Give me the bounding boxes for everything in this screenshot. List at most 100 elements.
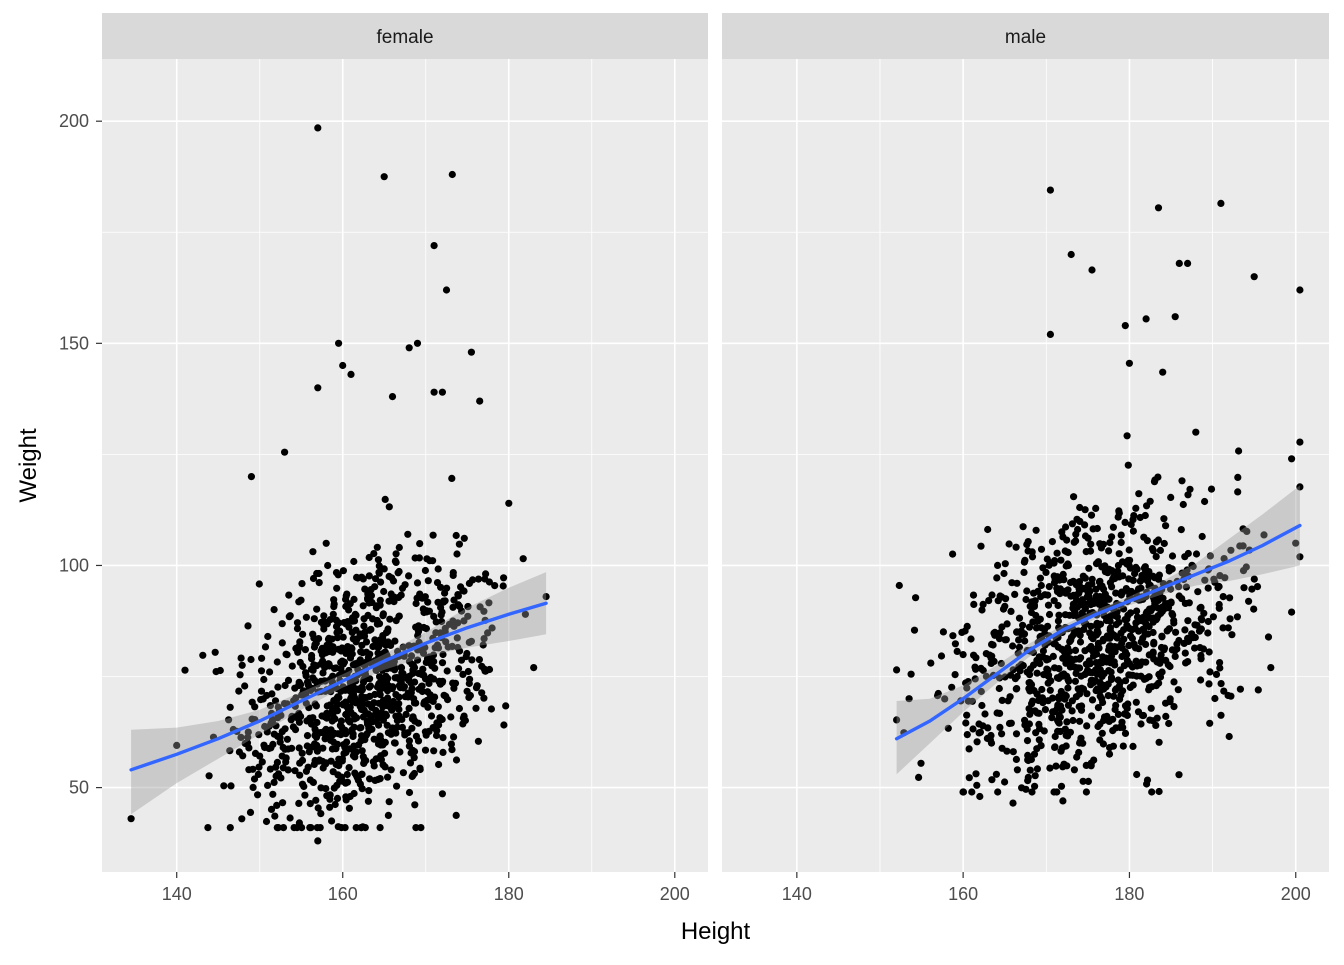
data-point: [1132, 698, 1140, 706]
data-point: [395, 612, 403, 621]
data-point: [370, 699, 378, 707]
data-point: [244, 733, 252, 741]
data-point: [270, 606, 278, 614]
data-point: [1109, 742, 1117, 750]
data-point: [1106, 624, 1114, 632]
data-point: [295, 678, 303, 686]
data-point: [360, 615, 368, 623]
data-point: [293, 619, 302, 627]
data-point: [322, 539, 330, 547]
data-point: [1071, 677, 1079, 685]
data-point: [1077, 601, 1085, 609]
data-point: [317, 810, 325, 818]
data-point: [1069, 716, 1077, 725]
data-point: [277, 711, 285, 720]
data-point: [351, 715, 359, 723]
data-point: [248, 715, 256, 723]
data-point: [1128, 626, 1136, 634]
data-point: [1170, 678, 1178, 686]
data-point: [1044, 679, 1052, 687]
data-point: [459, 670, 467, 679]
data-point: [893, 666, 901, 674]
data-point: [1142, 658, 1150, 666]
data-point: [1049, 652, 1057, 661]
data-point: [325, 660, 333, 668]
data-point: [1139, 626, 1148, 634]
data-point: [1028, 700, 1036, 708]
data-point: [1073, 515, 1081, 523]
data-point: [1135, 490, 1143, 498]
data-point: [447, 713, 455, 721]
data-point: [1170, 703, 1178, 711]
data-point: [453, 550, 461, 558]
data-point: [977, 687, 985, 696]
data-point: [335, 619, 343, 627]
data-point: [1204, 629, 1212, 637]
data-point: [387, 766, 395, 774]
data-point: [411, 801, 419, 809]
data-point: [1012, 543, 1020, 551]
data-point: [211, 648, 219, 656]
data-point: [319, 657, 327, 665]
data-point: [237, 733, 245, 742]
data-point: [1260, 531, 1268, 539]
data-point: [1076, 583, 1085, 592]
data-point: [404, 530, 412, 538]
data-point: [1114, 567, 1122, 575]
data-point: [337, 658, 345, 667]
data-point: [329, 610, 337, 618]
data-point: [1098, 695, 1106, 703]
data-point: [1219, 593, 1227, 601]
data-point: [1162, 699, 1170, 707]
data-point: [487, 705, 495, 713]
data-point: [1206, 719, 1214, 727]
data-point: [1099, 653, 1107, 661]
data-point: [380, 173, 388, 181]
data-point: [1089, 525, 1097, 533]
data-point: [455, 665, 463, 673]
data-point: [1022, 785, 1030, 793]
data-point: [1026, 710, 1034, 718]
data-point: [1058, 528, 1066, 536]
data-point: [288, 744, 296, 752]
data-point: [303, 717, 311, 725]
data-point: [443, 667, 451, 675]
data-point: [1019, 523, 1027, 531]
data-point: [320, 677, 328, 685]
data-point: [1077, 685, 1085, 693]
data-point: [465, 579, 473, 588]
data-point: [1054, 643, 1062, 651]
confidence-ribbon: [131, 572, 547, 815]
points-male: [893, 186, 1304, 807]
data-point: [316, 824, 324, 832]
data-point: [1093, 627, 1101, 635]
data-point: [427, 673, 435, 682]
data-point: [345, 804, 353, 812]
data-point: [372, 642, 380, 651]
data-point: [1001, 778, 1009, 786]
data-point: [384, 687, 392, 695]
data-point: [1157, 651, 1165, 659]
data-point: [268, 690, 276, 698]
data-point: [279, 799, 287, 807]
data-point: [331, 800, 339, 809]
data-point: [353, 659, 361, 667]
data-point: [466, 691, 474, 700]
data-point: [1194, 588, 1202, 596]
data-point: [1070, 607, 1079, 615]
data-point: [374, 654, 382, 662]
data-point: [468, 656, 476, 664]
data-point: [258, 758, 266, 766]
data-point: [436, 714, 444, 722]
data-point: [346, 792, 354, 801]
data-point: [1076, 631, 1084, 639]
data-point: [1116, 678, 1124, 687]
data-point: [283, 735, 291, 743]
data-point: [542, 593, 550, 601]
data-point: [288, 662, 296, 670]
data-point: [969, 591, 978, 599]
data-point: [948, 683, 956, 691]
data-point: [398, 673, 406, 681]
data-point: [358, 747, 366, 755]
data-point: [438, 790, 446, 798]
